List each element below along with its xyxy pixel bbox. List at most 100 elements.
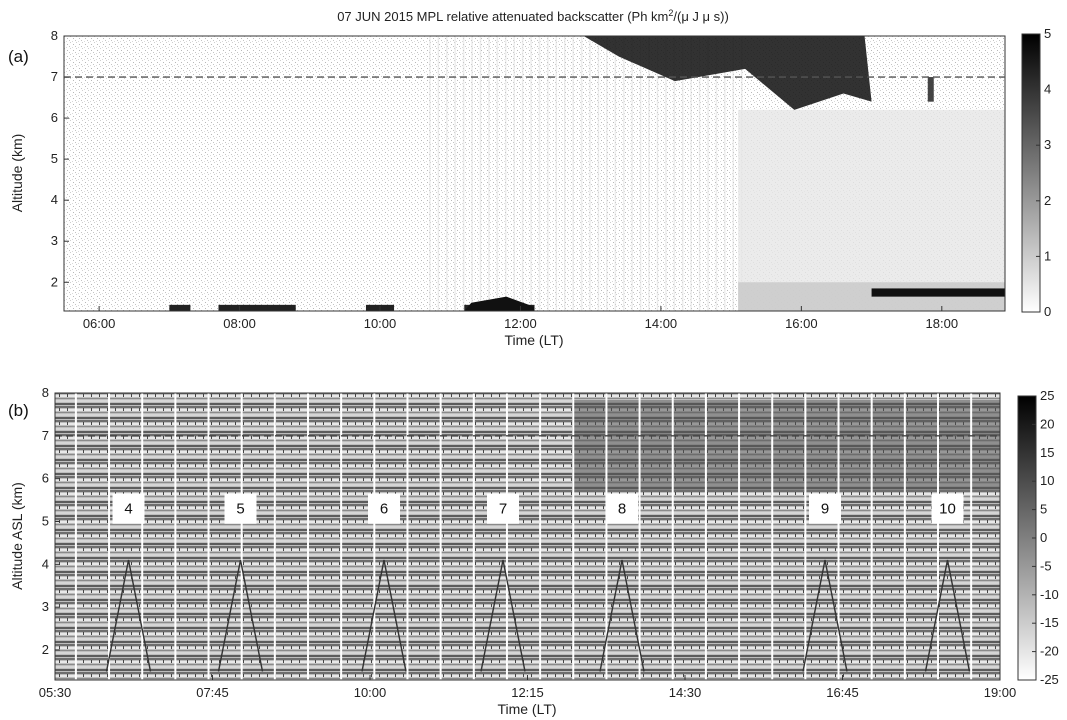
panel-b-gap bbox=[837, 393, 840, 680]
panel-b-gap bbox=[605, 393, 608, 680]
panel-a-colorbar-tick-label: 5 bbox=[1044, 26, 1051, 41]
panel-a-streak bbox=[563, 36, 566, 311]
panel-b-colorbar-tick-label: -10 bbox=[1040, 587, 1059, 602]
panel-a-low-cloud bbox=[218, 304, 296, 311]
panel-a-x-tick-label: 06:00 bbox=[83, 316, 116, 331]
panel-b-colorbar-tick-label: -15 bbox=[1040, 615, 1059, 630]
panel-a-low-cloud bbox=[169, 304, 191, 311]
panel-a-colorbar-tick-label: 2 bbox=[1044, 193, 1051, 208]
panel-b-y-tick-label: 6 bbox=[42, 471, 49, 486]
panel-a-colorbar-ticks: 0 1 2 3 4 5 bbox=[1036, 26, 1051, 319]
panel-b-gap bbox=[74, 393, 77, 680]
panel-a-streak bbox=[673, 36, 676, 311]
panel-b-label-box bbox=[931, 493, 964, 524]
panel-a-x-tick-label: 16:00 bbox=[785, 316, 818, 331]
panel-b-label-text: 5 bbox=[236, 501, 244, 518]
panel-a-colorbar-tick-label: 3 bbox=[1044, 137, 1051, 152]
panel-a-backscatter-features bbox=[169, 36, 1005, 311]
panel-a-streak bbox=[681, 36, 684, 311]
panel-a-streak bbox=[589, 36, 591, 311]
panel-a-streak bbox=[606, 36, 608, 311]
panel-b-y-tick-label: 2 bbox=[42, 642, 49, 657]
panel-b-x-tick-label: 14:30 bbox=[669, 685, 702, 700]
panel-a-streak bbox=[547, 36, 549, 311]
panel-a-streak bbox=[521, 36, 524, 311]
panel-a-y-tick-label: 2 bbox=[51, 274, 58, 289]
panel-a-streak bbox=[698, 36, 701, 311]
panel-b-label-box bbox=[112, 493, 145, 524]
panel-a-y-tick-label: 5 bbox=[51, 151, 58, 166]
panel-b-gap bbox=[738, 393, 741, 680]
panel-a-cirrus bbox=[583, 36, 872, 110]
panel-b-y-tick-label: 3 bbox=[42, 599, 49, 614]
panel-b-gap bbox=[937, 393, 939, 680]
panel-a-streak bbox=[614, 36, 617, 311]
panel-a-y-axis: 2 3 4 5 6 7 8 bbox=[51, 28, 69, 289]
panel-a-streak bbox=[530, 36, 532, 311]
panel-b-label-box bbox=[224, 493, 257, 524]
panel-b-sounding-trace bbox=[802, 559, 848, 672]
panel-a-cirrus bbox=[927, 77, 934, 102]
panel-b-y-tick-label: 5 bbox=[42, 514, 49, 529]
panel-a-streak bbox=[665, 36, 667, 311]
panel-a-y-tick-label: 7 bbox=[51, 69, 58, 84]
panel-b-gap bbox=[970, 393, 973, 680]
panel-b-colorbar-tick-label: -5 bbox=[1040, 558, 1052, 573]
panel-b-gap bbox=[903, 393, 906, 680]
panel-b-x-tick-label: 10:00 bbox=[354, 685, 387, 700]
panel-b-dark-layer bbox=[572, 400, 1000, 490]
figure-title: 07 JUN 2015 MPL relative attenuated back… bbox=[337, 8, 729, 24]
panel-b-gap bbox=[638, 393, 641, 680]
panel-a-streak bbox=[648, 36, 650, 311]
panel-b-gap bbox=[870, 393, 873, 680]
panel-a-streak bbox=[622, 36, 625, 311]
panel-a-streak bbox=[639, 36, 642, 311]
panel-b-colorbar-tick-label: 25 bbox=[1040, 388, 1054, 403]
panel-b-colorbar-tick-label: 0 bbox=[1040, 530, 1047, 545]
panel-b-gap bbox=[307, 393, 309, 680]
panel-b-colorbar-tick-label: 10 bbox=[1040, 473, 1054, 488]
panel-b-plot: 4 5 6 7 8 9 10 05:30 07:45 10:00 12:15 14:30 16:45 1… bbox=[39, 385, 1017, 700]
panel-b-gap bbox=[572, 393, 575, 680]
panel-a-streak bbox=[488, 36, 490, 311]
panel-b-gap bbox=[373, 393, 376, 680]
panel-b-gap bbox=[406, 393, 409, 680]
panel-b-colorbar-tick-label: -20 bbox=[1040, 644, 1059, 659]
panel-a-streak bbox=[555, 36, 558, 311]
panel-a-haze bbox=[738, 109, 1005, 311]
panel-a-x-tick-label: 14:00 bbox=[645, 316, 678, 331]
panel-b-sounding-trace bbox=[217, 559, 264, 672]
panel-b-y-tick-label: 8 bbox=[42, 385, 49, 400]
panel-b-gap bbox=[240, 393, 243, 680]
panel-a-streak bbox=[446, 36, 448, 311]
panel-b-gap bbox=[472, 393, 475, 680]
panel-a-streak bbox=[513, 36, 515, 311]
panel-b-gap bbox=[141, 393, 144, 680]
panel-a-streak bbox=[580, 36, 583, 311]
panel-b-x-label: Time (LT) bbox=[497, 701, 556, 717]
panel-a-cloud-layer bbox=[871, 288, 1005, 297]
panel-b-label-box bbox=[368, 493, 400, 524]
panel-a-streak bbox=[505, 36, 507, 311]
panel-a-streak bbox=[597, 36, 600, 311]
panel-b-y-axis: 2 3 4 5 6 7 8 bbox=[42, 385, 60, 657]
panel-b-gap bbox=[273, 393, 276, 680]
panel-b-sounding-trace bbox=[924, 559, 971, 672]
panel-a-streak bbox=[454, 36, 456, 311]
panel-a-x-tick-label: 10:00 bbox=[364, 316, 397, 331]
panel-b-data-gaps bbox=[74, 393, 973, 680]
panel-a-streak bbox=[724, 36, 726, 311]
panel-a-streak bbox=[656, 36, 659, 311]
panel-b-sounding-trace bbox=[105, 559, 152, 672]
panel-b-gap bbox=[340, 393, 343, 680]
panel-a-y-tick-label: 3 bbox=[51, 233, 58, 248]
panel-b-label-text: 6 bbox=[380, 501, 388, 518]
panel-b-gap bbox=[505, 393, 508, 680]
panel-b-colorbar-tick-label: 5 bbox=[1040, 502, 1047, 517]
panel-b-colorbar-ticks: 25 20 15 10 5 0 -5 -10 -15 -20 -25 bbox=[1032, 388, 1059, 687]
panel-a-frame bbox=[63, 35, 1006, 312]
panel-b-x-axis: 05:30 07:45 10:00 12:15 14:30 16:45 19:00 bbox=[39, 675, 1016, 700]
panel-b-label-text: 7 bbox=[499, 501, 507, 518]
panel-b-x-tick-label: 05:30 bbox=[39, 685, 72, 700]
